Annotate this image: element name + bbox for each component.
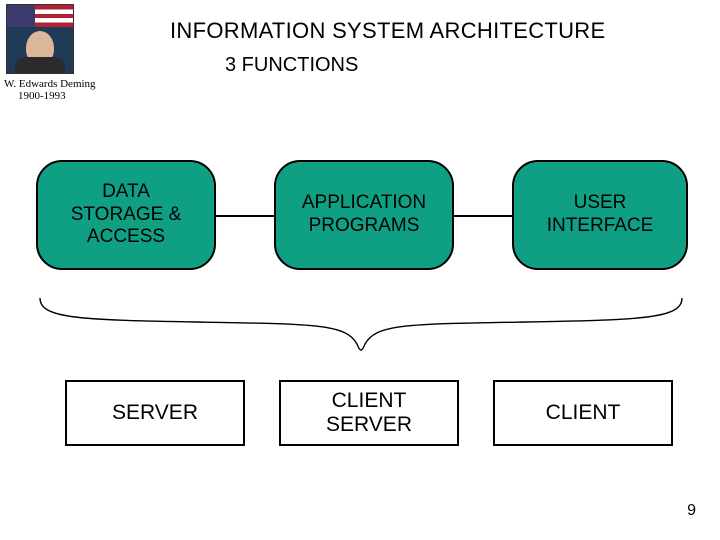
portrait-photo: [6, 4, 74, 74]
page-title: INFORMATION SYSTEM ARCHITECTURE: [170, 18, 605, 44]
tier-box-0: SERVER: [65, 380, 245, 446]
caption-line2: 1900-1993: [4, 90, 120, 102]
tier-box-1: CLIENTSERVER: [279, 380, 459, 446]
portrait-caption: W. Edwards Deming 1900-1993: [0, 78, 120, 102]
portrait-face: [7, 27, 73, 73]
page-subtitle: 3 FUNCTIONS: [225, 54, 358, 77]
caption-line1: W. Edwards Deming: [4, 78, 120, 90]
node-connector: [454, 215, 512, 217]
function-node-0: DATASTORAGE &ACCESS: [36, 160, 216, 270]
curly-brace: [36, 296, 686, 356]
page-number: 9: [687, 502, 696, 520]
tier-box-2: CLIENT: [493, 380, 673, 446]
tiers-row: SERVER CLIENTSERVER CLIENT: [65, 380, 675, 450]
function-node-2: USERINTERFACE: [512, 160, 688, 270]
functions-row: DATASTORAGE &ACCESS APPLICATIONPROGRAMS US…: [36, 160, 686, 270]
flag-backdrop: [7, 5, 73, 27]
function-node-1: APPLICATIONPROGRAMS: [274, 160, 454, 270]
node-connector: [216, 215, 274, 217]
